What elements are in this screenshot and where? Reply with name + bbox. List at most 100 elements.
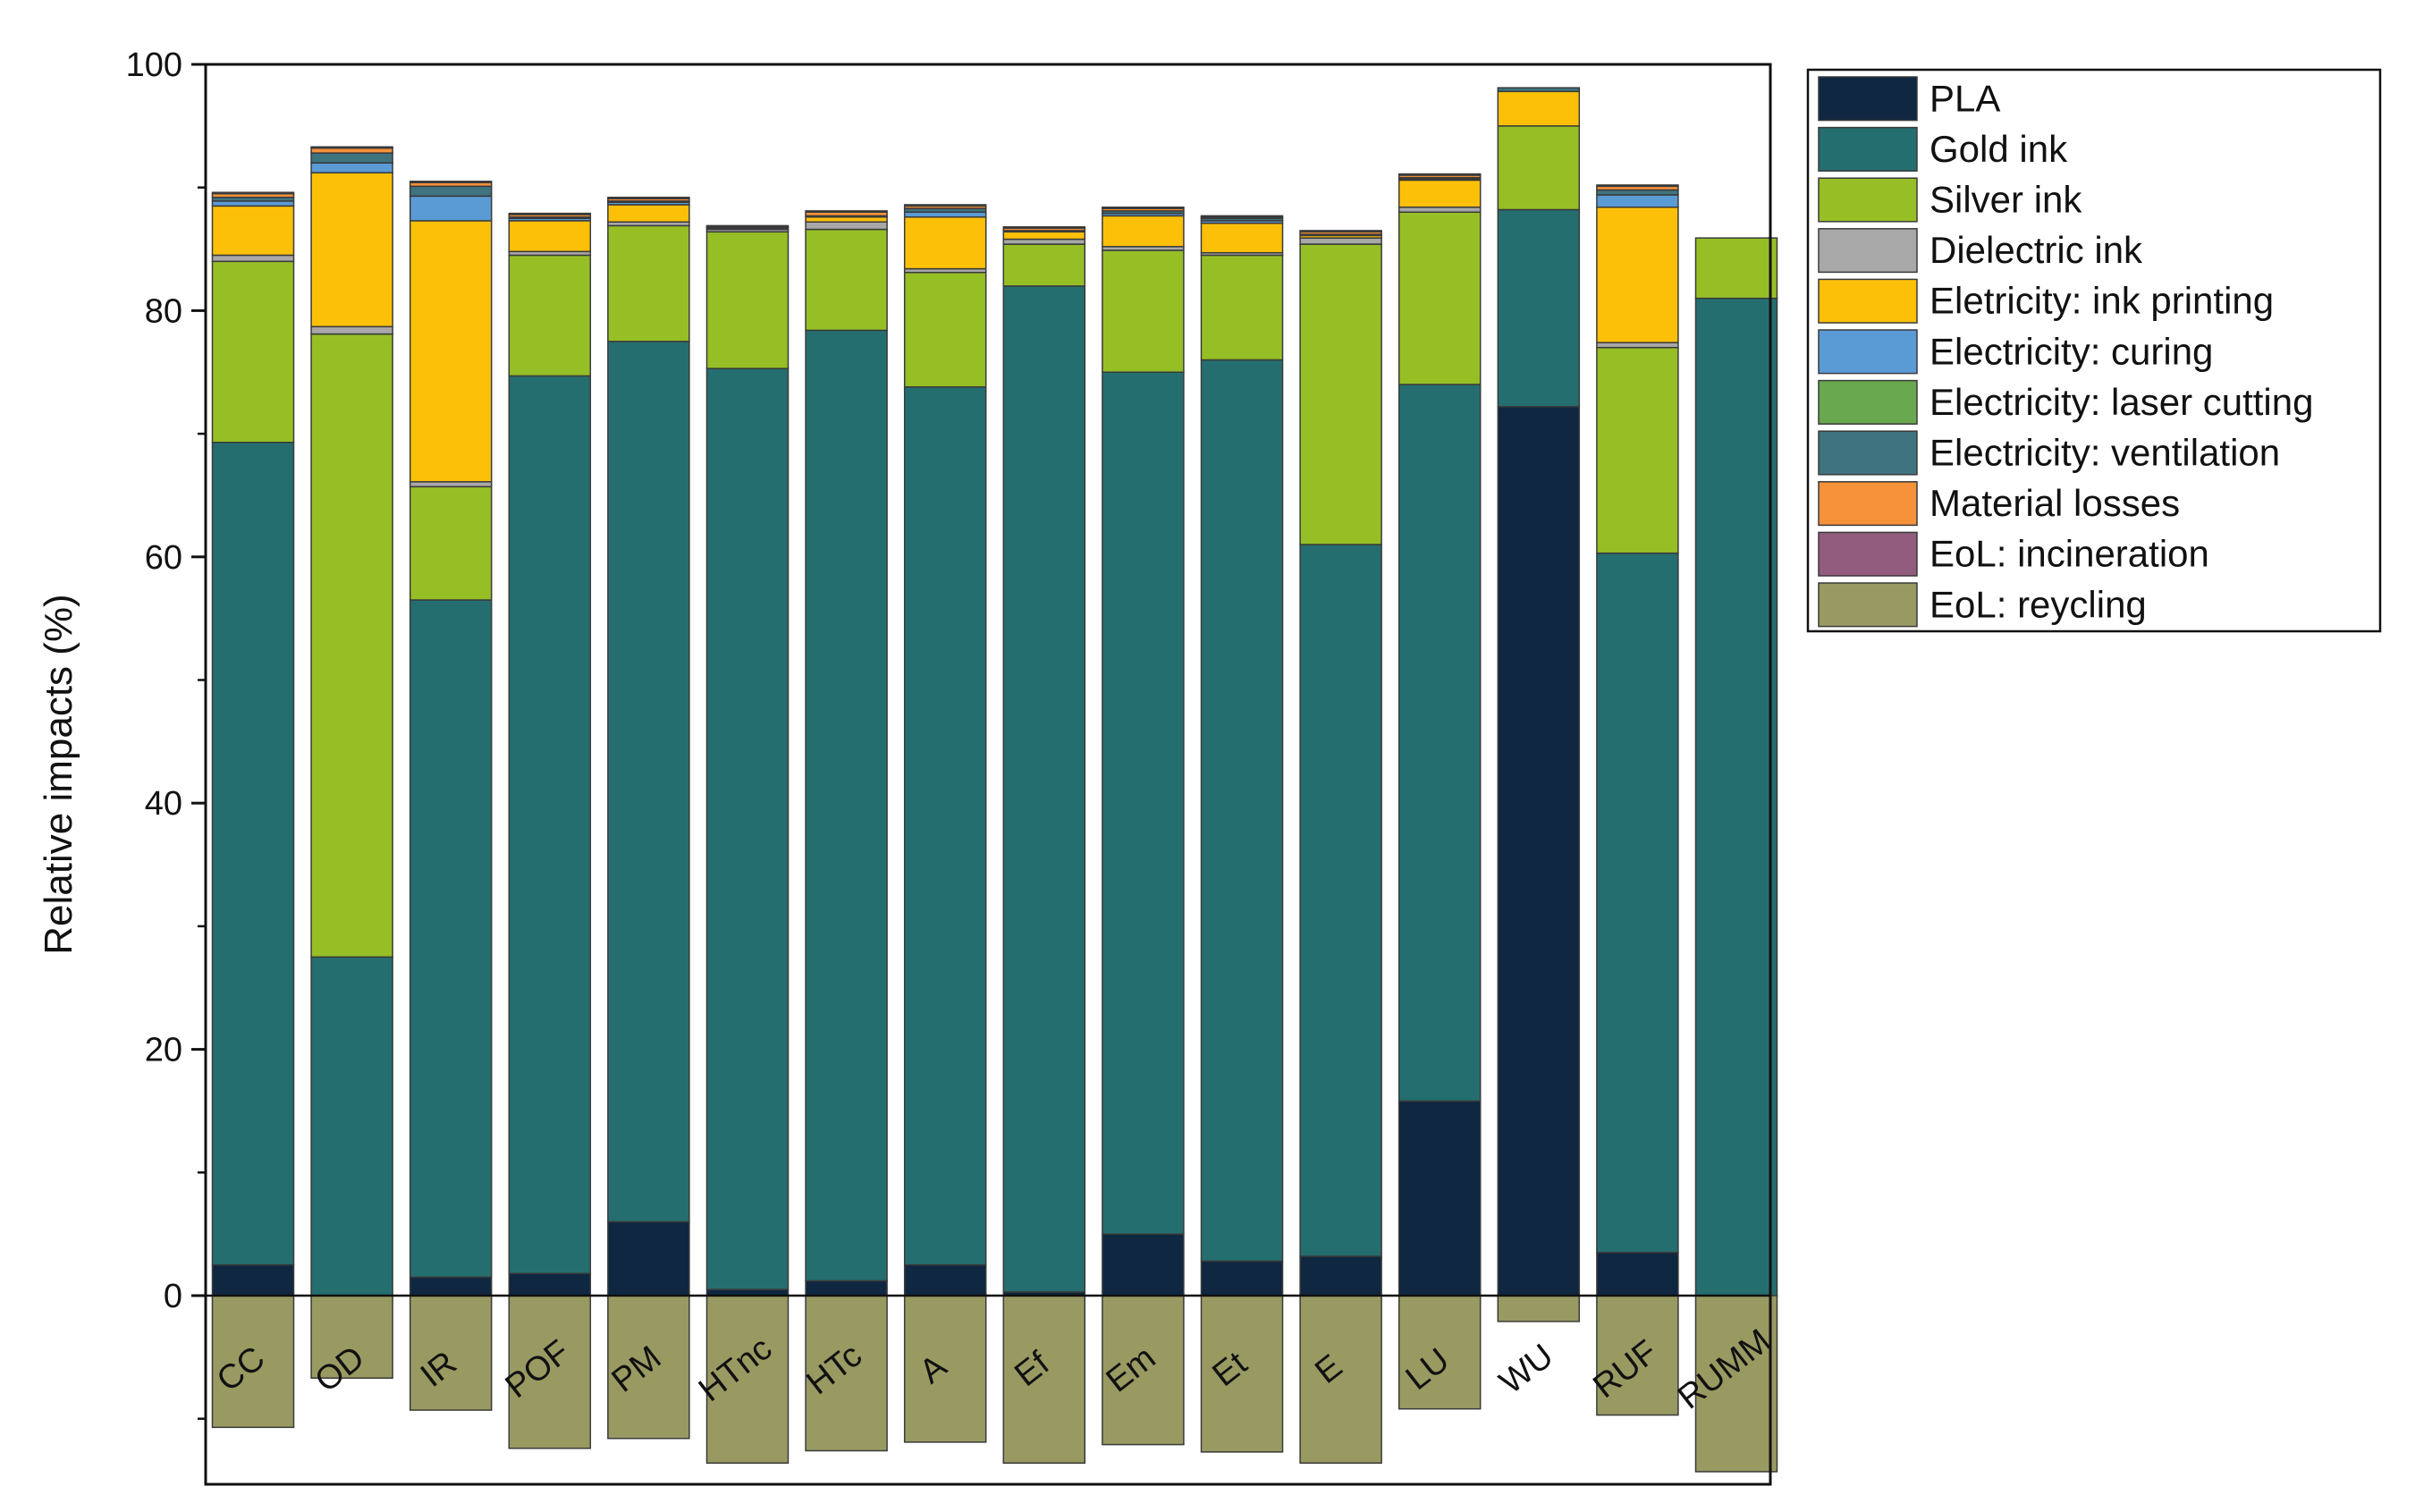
legend-label: Electricity: laser cutting <box>1929 381 2313 423</box>
bar-segment-od-3 <box>310 325 393 335</box>
bar-segment-htnc-2 <box>705 231 790 369</box>
bar-segment-cc-10 <box>211 1295 295 1429</box>
bar-segment-ef-10 <box>1002 1295 1086 1465</box>
y-tick-label: 80 <box>145 292 182 330</box>
bar-segment-wu-4 <box>1497 90 1581 127</box>
bar-segment-pof-9 <box>508 212 592 215</box>
bar-segment-et-4 <box>1200 222 1284 254</box>
legend-swatch <box>1818 379 1918 425</box>
bar-segment-htc-0 <box>805 1280 888 1297</box>
bar-segment-e-0 <box>1299 1255 1382 1297</box>
bar-segment-pm-2 <box>607 224 690 342</box>
bar-segment-ir-0 <box>409 1276 493 1297</box>
bar-segment-htc-3 <box>805 221 888 231</box>
bar-segment-pm-0 <box>607 1221 690 1297</box>
bar-segment-od-5 <box>310 162 393 173</box>
bar-segment-e-9 <box>1299 230 1382 233</box>
category-label: WU <box>1493 1338 1561 1402</box>
bar-segment-ruf-0 <box>1596 1252 1679 1297</box>
legend-swatch <box>1818 481 1918 527</box>
bar-segment-em-2 <box>1102 249 1185 373</box>
bar-segment-lu-2 <box>1397 211 1482 385</box>
bar-segment-em-1 <box>1102 371 1185 1235</box>
legend-swatch <box>1818 126 1918 172</box>
legend-swatch <box>1818 531 1918 577</box>
bar-segment-ruf-3 <box>1596 342 1679 349</box>
legend-label: EoL: reycling <box>1929 583 2147 625</box>
bar-segment-cc-2 <box>211 260 295 443</box>
bar-segment-wu-1 <box>1497 208 1581 408</box>
bar-segment-cc-3 <box>211 254 295 263</box>
legend-swatch <box>1818 430 1918 476</box>
bar-segment-cc-5 <box>211 200 295 207</box>
y-tick-label: 100 <box>126 46 182 84</box>
bar-segment-ruf-7 <box>1596 189 1679 196</box>
bar-segment-lu-1 <box>1397 384 1482 1102</box>
bar-segment-e-2 <box>1299 243 1382 545</box>
bar-segment-ruf-4 <box>1596 206 1679 343</box>
bar-segment-od-7 <box>310 152 393 164</box>
legend-swatch <box>1818 582 1918 628</box>
bar-segment-htc-4 <box>805 215 888 224</box>
bar-segment-et-1 <box>1200 359 1284 1263</box>
bar-segment-a-9 <box>903 204 987 207</box>
legend-label: Silver ink <box>1929 179 2082 221</box>
bar-segment-ruf-2 <box>1596 346 1679 554</box>
bar-segment-em-9 <box>1102 206 1185 209</box>
bar-segment-ruf-9 <box>1596 184 1679 188</box>
bar-segment-e-10 <box>1299 1295 1382 1465</box>
y-tick-label: 60 <box>145 539 182 577</box>
y-tick-label: 40 <box>145 785 182 823</box>
bar-segment-rumm-2 <box>1694 237 1778 300</box>
bar-segment-et-9 <box>1200 215 1284 218</box>
plot-frame <box>204 63 1772 1486</box>
bar-segment-lu-0 <box>1397 1100 1482 1297</box>
bar-segment-ir-5 <box>409 195 493 222</box>
bar-segment-a-2 <box>903 271 987 388</box>
bar-segment-em-0 <box>1102 1233 1185 1297</box>
legend-label: Eletricity: ink printing <box>1929 280 2274 322</box>
bar-segment-a-1 <box>903 386 987 1266</box>
y-tick-label: 20 <box>145 1032 182 1069</box>
legend-swatch <box>1818 329 1918 375</box>
bar-segment-a-5 <box>903 211 987 218</box>
bar-segment-ir-4 <box>409 220 493 483</box>
bar-segment-ef-4 <box>1002 231 1086 241</box>
bar-segment-wu-7 <box>1497 87 1581 93</box>
bar-segment-pm-4 <box>607 204 690 224</box>
bar-segment-wu-0 <box>1497 406 1581 1297</box>
bar-segment-htnc-10 <box>705 1295 790 1465</box>
bar-segment-cc-4 <box>211 205 295 257</box>
legend-label: PLA <box>1929 77 2000 119</box>
bar-segment-ef-1 <box>1002 285 1086 1293</box>
bar-segment-htc-9 <box>805 210 888 213</box>
bar-segment-a-10 <box>903 1295 987 1443</box>
legend-label: Material losses <box>1929 482 2180 524</box>
bar-segment-htnc-9 <box>705 224 790 228</box>
bar-segment-od-9 <box>310 146 393 149</box>
bar-segment-pof-0 <box>508 1272 592 1297</box>
bar-segment-et-10 <box>1200 1295 1284 1453</box>
bar-segment-lu-4 <box>1397 179 1482 208</box>
legend-swatch <box>1818 228 1918 274</box>
bar-segment-htnc-1 <box>705 367 790 1290</box>
bar-segment-htc-2 <box>805 228 888 332</box>
bar-segment-em-4 <box>1102 215 1185 248</box>
y-tick-label: 0 <box>164 1278 182 1315</box>
bar-segment-pm-1 <box>607 341 690 1223</box>
bar-segment-ef-9 <box>1002 226 1086 229</box>
bar-segment-ef-3 <box>1002 238 1086 245</box>
bar-segment-pm-9 <box>607 196 690 199</box>
legend-label: Electricity: curing <box>1929 330 2213 372</box>
bar-segment-wu-10 <box>1497 1295 1581 1322</box>
bar-segment-od-8 <box>310 147 393 154</box>
legend-swatch <box>1818 177 1918 223</box>
bar-segment-pof-4 <box>508 220 592 253</box>
bar-segment-cc-0 <box>211 1263 295 1297</box>
bar-segment-pof-1 <box>508 375 592 1274</box>
bar-segment-od-4 <box>310 172 393 328</box>
legend-label: EoL: incineration <box>1929 533 2209 575</box>
bar-segment-pof-10 <box>508 1295 592 1449</box>
bar-segment-e-3 <box>1299 237 1382 245</box>
